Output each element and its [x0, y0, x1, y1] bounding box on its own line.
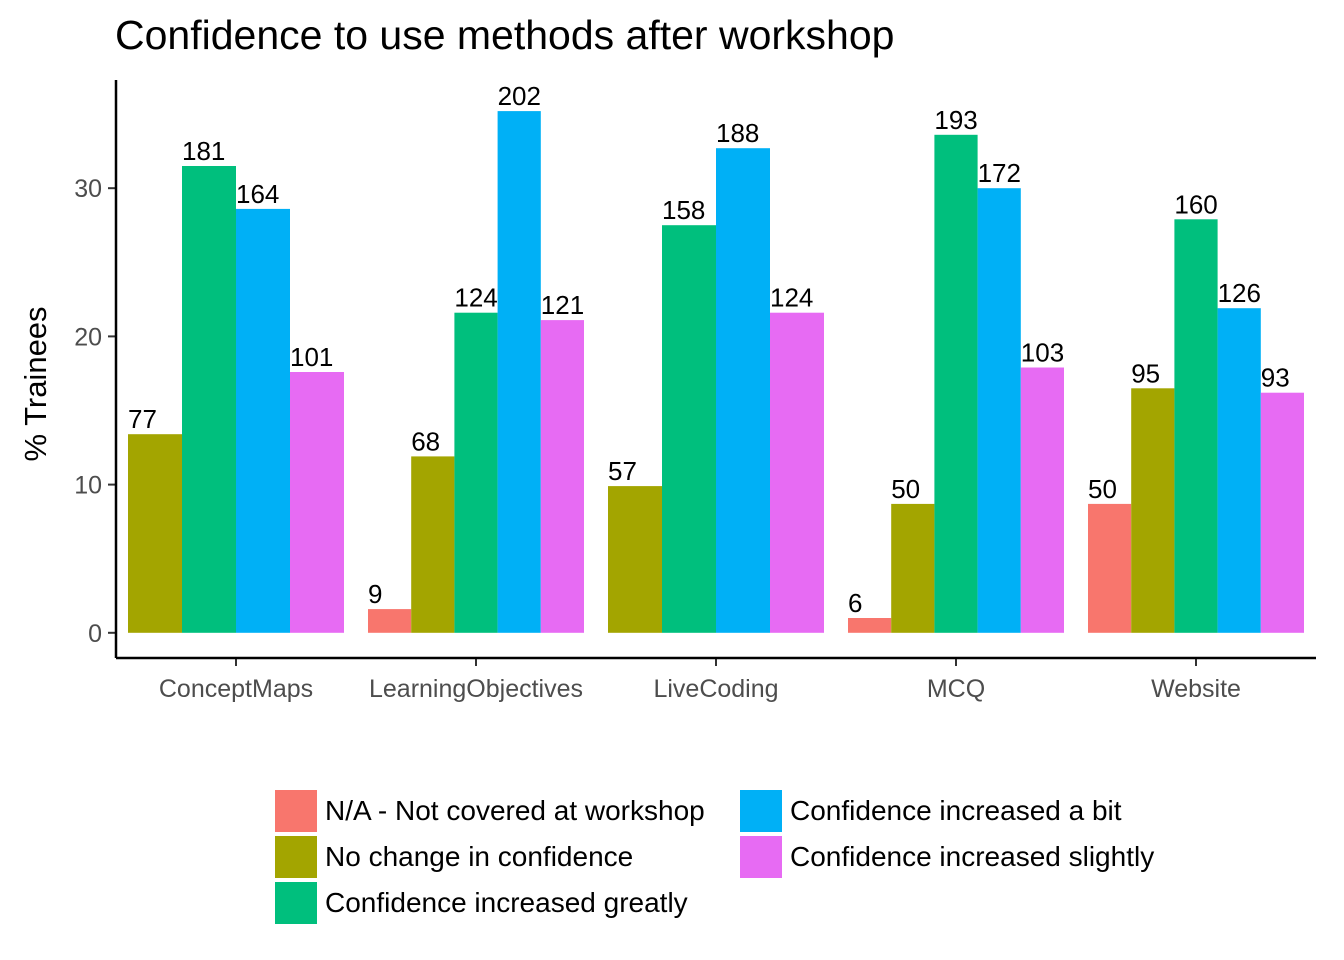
- legend-label: No change in confidence: [325, 841, 634, 872]
- legend-item: Confidence increased slightly: [740, 836, 1154, 878]
- bar-value-label: 193: [934, 105, 977, 135]
- legend-swatch: [740, 790, 782, 832]
- bar-value-label: 160: [1174, 189, 1217, 219]
- legend-item: No change in confidence: [275, 836, 633, 878]
- bar-Website-series-2: [1174, 219, 1218, 633]
- bar-value-label: 172: [978, 158, 1021, 188]
- bar-Website-series-0: [1088, 503, 1132, 633]
- x-tick-label: Website: [1151, 675, 1241, 703]
- legend-item: Confidence increased greatly: [275, 882, 688, 924]
- legend-swatch: [275, 882, 317, 924]
- bar-LearningObjectives-series-2: [454, 312, 498, 633]
- bar-value-label: 95: [1131, 358, 1160, 388]
- y-tick-label: 10: [74, 472, 102, 500]
- bar-value-label: 68: [411, 426, 440, 456]
- legend: N/A - Not covered at workshop No change i…: [275, 790, 1235, 930]
- legend-label: Confidence increased greatly: [325, 887, 688, 918]
- bar-LearningObjectives-series-4: [540, 320, 584, 633]
- bar-value-label: 181: [182, 136, 225, 166]
- bar-Website-series-3: [1217, 308, 1261, 633]
- bar-value-label: 50: [1088, 474, 1117, 504]
- bar-LearningObjectives-series-1: [411, 456, 455, 633]
- bar-value-label: 6: [848, 588, 862, 618]
- bar-LearningObjectives-series-3: [497, 111, 541, 633]
- bar-value-label: 77: [128, 404, 157, 434]
- bar-value-label: 124: [770, 283, 813, 313]
- bar-ConceptMaps-series-1: [128, 434, 182, 633]
- bar-ConceptMaps-series-2: [182, 166, 236, 633]
- y-tick-label: 20: [74, 323, 102, 351]
- bar-LiveCoding-series-4: [770, 312, 824, 633]
- bar-value-label: 121: [541, 290, 584, 320]
- bar-MCQ-series-3: [977, 188, 1021, 633]
- bar-value-label: 93: [1261, 363, 1290, 393]
- y-axis-title: % Trainees: [18, 306, 53, 461]
- bar-LiveCoding-series-1: [608, 486, 662, 633]
- bar-labels-layer: 77 181 164 101 9 68 124 202 121 57 158 188 124 6 50 193…: [128, 81, 1290, 618]
- bar-value-label: 188: [716, 118, 759, 148]
- y-tick-label: 30: [74, 175, 102, 203]
- bar-value-label: 103: [1021, 338, 1064, 368]
- bar-value-label: 9: [368, 579, 382, 609]
- legend-label: Confidence increased slightly: [790, 841, 1155, 872]
- bar-MCQ-series-0: [848, 618, 892, 633]
- bar-value-label: 101: [290, 342, 333, 372]
- bar-LiveCoding-series-2: [662, 225, 716, 633]
- legend-swatch: [740, 836, 782, 878]
- bar-ConceptMaps-series-4: [290, 372, 344, 633]
- y-tick-label: 0: [88, 620, 102, 648]
- x-tick-label: LearningObjectives: [369, 675, 583, 703]
- axes-layer: ConceptMaps LearningObjectives LiveCoding M…: [74, 80, 1316, 703]
- bar-MCQ-series-4: [1020, 367, 1064, 633]
- bar-MCQ-series-1: [891, 503, 935, 633]
- legend-label: Confidence increased a bit: [790, 795, 1122, 826]
- bar-Website-series-4: [1260, 392, 1304, 633]
- bar-LiveCoding-series-3: [716, 148, 770, 633]
- legend-swatch: [275, 790, 317, 832]
- x-tick-label: MCQ: [927, 675, 985, 703]
- bar-value-label: 57: [608, 456, 637, 486]
- bar-value-label: 124: [454, 283, 497, 313]
- bar-Website-series-1: [1131, 388, 1175, 633]
- legend-label: N/A - Not covered at workshop: [325, 795, 705, 826]
- x-tick-label: LiveCoding: [653, 675, 778, 703]
- bar-LearningObjectives-series-0: [368, 609, 412, 633]
- bar-value-label: 158: [662, 195, 705, 225]
- bar-value-label: 164: [236, 179, 279, 209]
- bar-value-label: 126: [1218, 278, 1261, 308]
- legend-item: N/A - Not covered at workshop: [275, 790, 705, 832]
- x-tick-label: ConceptMaps: [159, 675, 313, 703]
- legend-item: Confidence increased a bit: [740, 790, 1122, 832]
- bar-MCQ-series-2: [934, 134, 978, 633]
- chart-title: Confidence to use methods after workshop: [115, 12, 895, 58]
- bar-value-label: 50: [891, 474, 920, 504]
- bar-value-label: 202: [498, 81, 541, 111]
- legend-swatch: [275, 836, 317, 878]
- bar-ConceptMaps-series-3: [236, 208, 290, 633]
- bars-layer: [128, 111, 1304, 633]
